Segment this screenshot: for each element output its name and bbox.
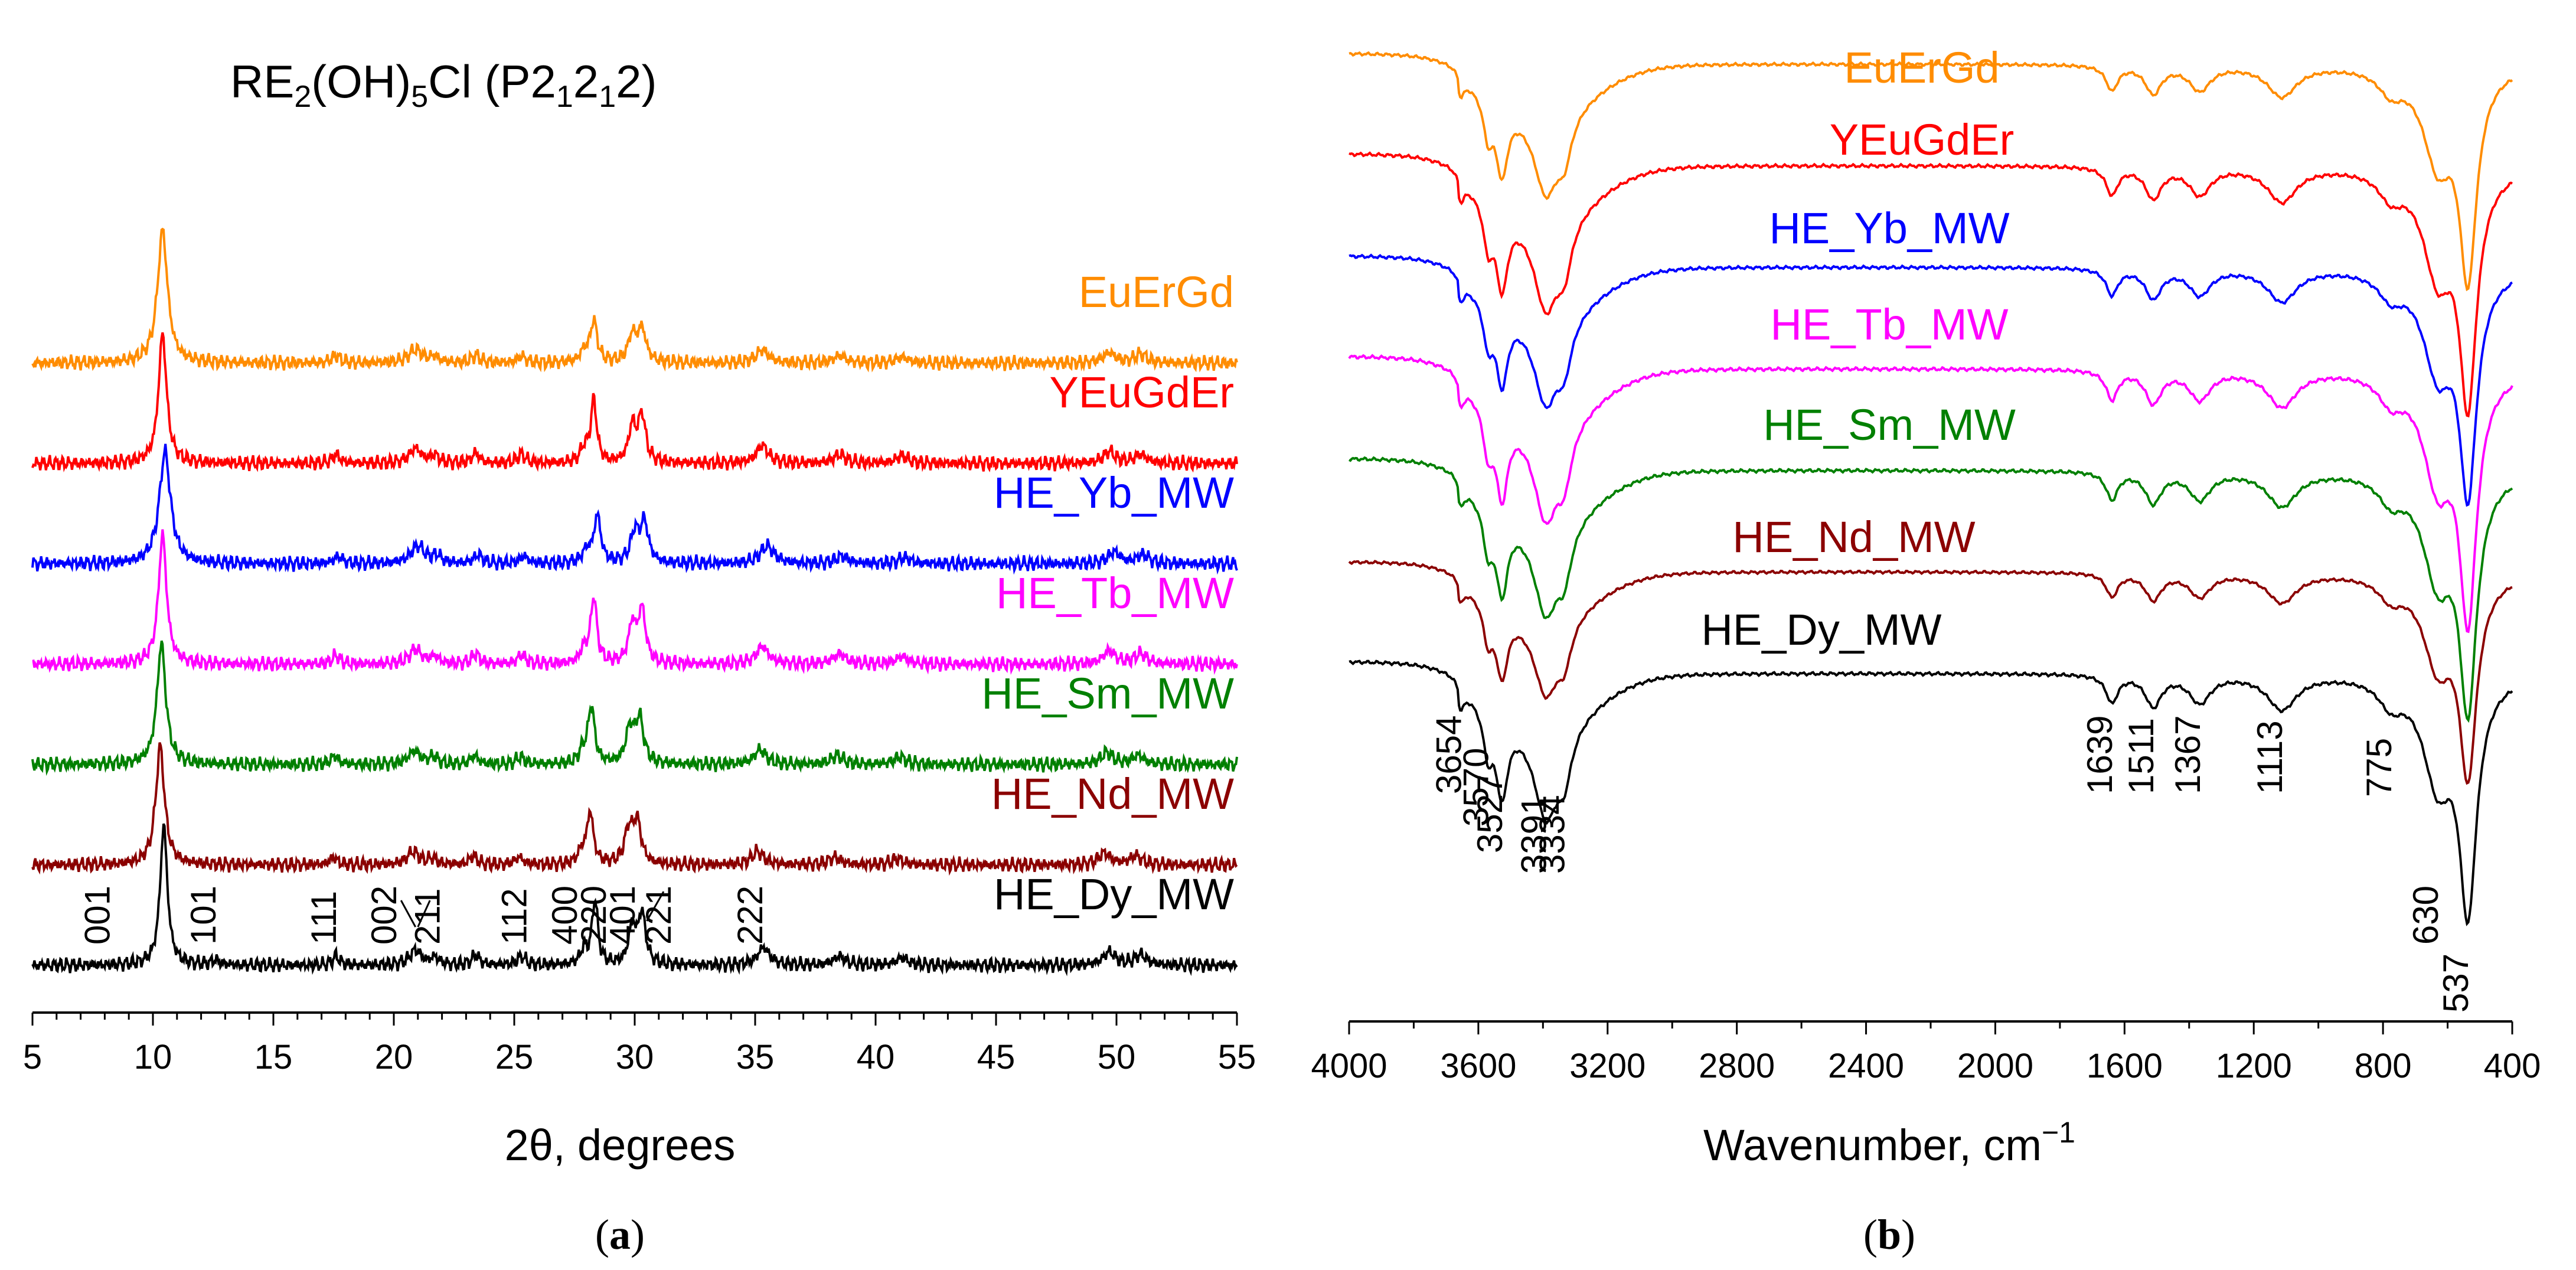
ftir-legend-euergd: EuErGd <box>1844 43 1999 92</box>
xrd-legend-euergd: EuErGd <box>1079 267 1234 316</box>
ftir-series-he-tb-mw <box>1348 354 2513 634</box>
xrd-series-he-nd-mw <box>31 742 1238 876</box>
panel-a-x-axis-label: 2θ, degrees <box>505 1121 736 1170</box>
ftir-series-he-yb-mw <box>1349 253 2513 507</box>
x-tick-label: 50 <box>1098 1038 1136 1076</box>
panel-b: EuErGd YEuGdEr HE_Yb_MW HE_Tb_MW HE_Sm_MW HE_… <box>1311 43 2541 1258</box>
panel-a-caption: (a) <box>595 1211 645 1258</box>
ftir-series-yeugder <box>1349 151 2513 418</box>
band-label-3391: 3391 <box>1514 795 1553 874</box>
band-label-3570: 3570 <box>1456 748 1496 827</box>
ftir-series-he-nd-mw <box>1348 560 2513 785</box>
xrd-legend-he-dy-mw: HE_Dy_MW <box>994 870 1234 919</box>
xrd-legend-he-sm-mw: HE_Sm_MW <box>981 669 1234 718</box>
x-tick-label: 2000 <box>1957 1047 2033 1085</box>
x-tick-label: 20 <box>375 1038 413 1076</box>
panel-a-title: RE2(OH)5Cl (P21212) <box>230 55 657 114</box>
x-tick-label: 400 <box>2484 1047 2541 1085</box>
panel-b-x-axis-label: Wavenumber, cm−1 <box>1703 1116 2075 1170</box>
ftir-legend-he-nd-mw: HE_Nd_MW <box>1732 512 1975 561</box>
band-label-537: 537 <box>2436 954 2476 1013</box>
ftir-series-he-dy-mw <box>1349 660 2513 926</box>
x-tick-label: 5 <box>23 1038 42 1076</box>
x-tick-label: 30 <box>616 1038 654 1076</box>
ftir-legend-he-sm-mw: HE_Sm_MW <box>1763 400 2016 449</box>
peak-label-111: 111 <box>304 891 344 945</box>
band-label-3527: 3527 <box>1470 775 1510 853</box>
peak-pointer-002 <box>400 900 417 928</box>
xrd-series-he-dy-mw <box>31 823 1238 977</box>
x-tick-label: 10 <box>134 1038 172 1076</box>
panel-b-series-labels: EuErGd YEuGdEr HE_Yb_MW HE_Tb_MW HE_Sm_MW HE_… <box>1701 43 2015 654</box>
peak-label-220: 220 <box>574 886 613 945</box>
peak-label-002: 002 <box>364 886 404 945</box>
x-tick-label: 35 <box>736 1038 775 1076</box>
panel-a-x-axis: 5 10 15 20 25 30 35 40 45 50 55 <box>23 1011 1256 1076</box>
panel-a-series-group <box>31 227 1238 977</box>
panel-b-caption: (b) <box>1863 1211 1915 1258</box>
ftir-legend-yeugder: YEuGdEr <box>1830 115 2015 164</box>
peak-pointer-221 <box>646 891 665 922</box>
x-tick-label: 2400 <box>1828 1047 1904 1085</box>
peak-label-001: 001 <box>78 886 117 945</box>
xrd-series-yeugder <box>31 332 1238 473</box>
peak-label-400: 400 <box>545 886 585 945</box>
xrd-series-he-tb-mw <box>32 529 1238 675</box>
band-label-1367: 1367 <box>2168 716 2208 794</box>
xrd-legend-he-tb-mw: HE_Tb_MW <box>996 569 1234 618</box>
x-tick-label: 800 <box>2355 1047 2412 1085</box>
ftir-legend-he-yb-mw: HE_Yb_MW <box>1769 204 2009 253</box>
panel-a: RE2(OH)5Cl (P21212) EuErGd YEuGdEr HE_Yb_M… <box>23 55 1256 1258</box>
peak-label-112: 112 <box>494 888 534 945</box>
band-label-1511: 1511 <box>2121 718 2161 794</box>
x-tick-label: 45 <box>977 1038 1016 1076</box>
x-tick-label: 25 <box>495 1038 534 1076</box>
ftir-series-he-sm-mw <box>1349 456 2513 723</box>
panel-b-series-group <box>1348 51 2513 926</box>
band-label-1113: 1113 <box>2250 720 2290 794</box>
band-label-775: 775 <box>2359 738 2399 797</box>
panel-b-x-axis: 4000 3600 3200 2800 2400 2000 1600 1200 800 400 <box>1311 1020 2541 1085</box>
peak-label-101: 101 <box>184 886 223 945</box>
peak-label-401: 401 <box>603 886 642 945</box>
ftir-legend-he-tb-mw: HE_Tb_MW <box>1771 300 2009 349</box>
x-tick-label: 55 <box>1218 1038 1256 1076</box>
band-label-1639: 1639 <box>2080 716 2120 794</box>
xrd-series-euergd <box>31 227 1238 373</box>
x-tick-label: 4000 <box>1311 1047 1387 1085</box>
peak-label-221: 221 <box>639 886 678 945</box>
xrd-legend-he-nd-mw: HE_Nd_MW <box>991 769 1234 818</box>
xrd-legend-he-yb-mw: HE_Yb_MW <box>994 468 1234 517</box>
panel-a-series-labels: EuErGd YEuGdEr HE_Yb_MW HE_Tb_MW HE_Sm_MW HE_… <box>981 267 1234 919</box>
peak-pointer-211 <box>417 900 431 928</box>
xrd-series-he-sm-mw <box>31 640 1238 776</box>
peak-label-222: 222 <box>730 886 770 945</box>
x-tick-label: 2800 <box>1699 1047 1775 1085</box>
xrd-series-he-yb-mw <box>31 443 1238 575</box>
ftir-series-euergd <box>1349 51 2513 292</box>
x-tick-label: 40 <box>857 1038 895 1076</box>
x-tick-label: 15 <box>254 1038 293 1076</box>
band-label-3654: 3654 <box>1429 716 1468 794</box>
x-tick-label: 1600 <box>2087 1047 2163 1085</box>
x-tick-label: 3600 <box>1440 1047 1516 1085</box>
x-tick-label: 3200 <box>1569 1047 1645 1085</box>
band-label-3334: 3334 <box>1532 795 1572 874</box>
peak-label-211: 211 <box>408 888 448 945</box>
band-label-630: 630 <box>2406 886 2446 945</box>
xrd-legend-yeugder: YEuGdEr <box>1049 368 1234 417</box>
x-tick-label: 1200 <box>2216 1047 2292 1085</box>
ftir-legend-he-dy-mw: HE_Dy_MW <box>1701 605 1941 654</box>
